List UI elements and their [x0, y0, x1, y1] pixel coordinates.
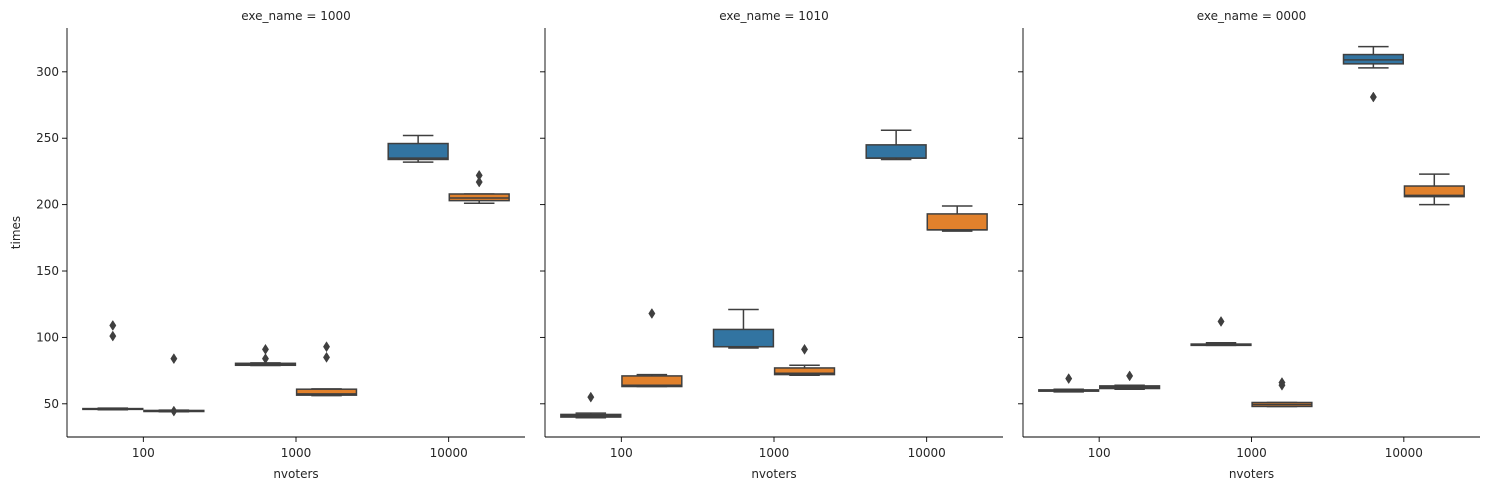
outlier-point	[1126, 370, 1134, 382]
box-body	[926, 213, 988, 231]
box-1000-hue-1	[1251, 377, 1313, 408]
y-tick-label: 200	[36, 198, 59, 212]
outlier-point	[170, 353, 178, 365]
outlier-point	[109, 319, 117, 331]
x-tick-label: 10000	[1385, 446, 1423, 460]
box-100-hue-0	[560, 391, 622, 419]
y-tick-label: 100	[36, 330, 59, 344]
outlier-point	[801, 343, 809, 355]
panel-title: exe_name = 1010	[719, 9, 829, 23]
box-body	[295, 388, 358, 396]
box-1000-hue-0	[234, 343, 297, 367]
x-tick-label: 1000	[281, 446, 312, 460]
box-10000-hue-0	[387, 134, 449, 163]
x-tick-label: 10000	[430, 446, 468, 460]
outlier-point	[587, 391, 595, 403]
outlier-point	[170, 405, 178, 417]
box-100-hue-1	[1099, 370, 1161, 390]
box-body	[1403, 185, 1465, 198]
box-1000-hue-0	[1190, 316, 1252, 347]
outlier-point	[1217, 316, 1225, 327]
outlier-point	[261, 353, 269, 365]
panel-3: exe_name = 0000 100 1000 10000 nvoters	[1018, 9, 1480, 481]
box-100-hue-0	[82, 319, 144, 411]
box-100-hue-0	[1038, 373, 1100, 393]
x-axis-label: nvoters	[751, 467, 796, 481]
box-body	[621, 375, 683, 388]
x-tick-label: 100	[1088, 446, 1111, 460]
box-body	[712, 328, 775, 348]
outlier-point	[261, 343, 269, 355]
outlier-point	[323, 341, 331, 353]
y-axis-label: times	[9, 216, 23, 249]
outlier-point	[1278, 377, 1286, 389]
outlier-point	[323, 351, 331, 363]
outlier-point	[648, 308, 656, 319]
box-10000-hue-1	[926, 205, 988, 232]
box-10000-hue-0	[865, 129, 927, 161]
box-1000-hue-1	[295, 341, 358, 397]
box-100-hue-1	[143, 353, 205, 417]
panel-1: exe_name = 1000 50 100 150 200 250 300 100 1000 1…	[36, 9, 525, 481]
outlier-point	[109, 330, 117, 342]
box-body	[865, 144, 927, 159]
box-1000-hue-0	[712, 308, 775, 349]
panel-title: exe_name = 1000	[241, 9, 351, 23]
y-tick-label: 250	[36, 131, 59, 145]
x-tick-label: 10000	[908, 446, 946, 460]
box-body	[387, 142, 449, 161]
box-10000-hue-1	[1403, 173, 1465, 206]
outlier-point	[475, 169, 483, 181]
box-10000-hue-0	[1342, 45, 1404, 103]
y-tick-label: 150	[36, 264, 59, 278]
box-100-hue-1	[621, 308, 683, 388]
outlier-point	[1065, 373, 1073, 385]
x-axis-label: nvoters	[1229, 467, 1274, 481]
x-tick-label: 100	[132, 446, 155, 460]
x-tick-label: 1000	[1236, 446, 1267, 460]
box-10000-hue-1	[448, 169, 510, 205]
box-body	[773, 367, 836, 376]
panel-2: exe_name = 1010 100 1000 10000 nvoters	[540, 9, 1003, 481]
y-tick-label: 300	[36, 65, 59, 79]
y-tick-label: 50	[44, 397, 59, 411]
x-tick-label: 1000	[759, 446, 790, 460]
x-tick-label: 100	[610, 446, 633, 460]
outlier-point	[475, 176, 483, 188]
panel-title: exe_name = 0000	[1197, 9, 1307, 23]
outlier-point	[1369, 91, 1377, 103]
box-1000-hue-1	[773, 343, 836, 377]
x-axis-label: nvoters	[273, 467, 318, 481]
